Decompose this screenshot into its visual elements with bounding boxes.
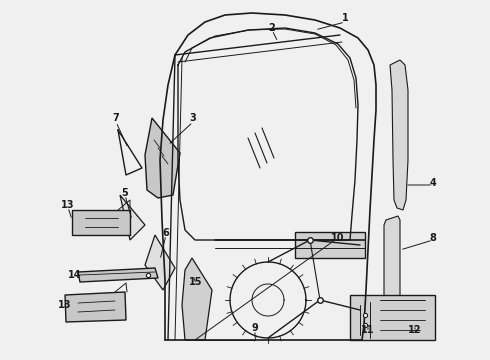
Text: 8: 8 — [430, 233, 437, 243]
Polygon shape — [65, 292, 126, 322]
Text: 12: 12 — [408, 325, 422, 335]
Polygon shape — [72, 210, 130, 235]
Text: 13: 13 — [58, 300, 72, 310]
Text: 3: 3 — [190, 113, 196, 123]
Polygon shape — [120, 195, 145, 240]
Text: 11: 11 — [361, 325, 375, 335]
Text: 4: 4 — [430, 178, 437, 188]
Polygon shape — [78, 268, 158, 282]
Text: 13: 13 — [61, 200, 75, 210]
Text: 5: 5 — [122, 188, 128, 198]
Polygon shape — [350, 295, 435, 340]
Text: 15: 15 — [189, 277, 203, 287]
Polygon shape — [390, 60, 408, 210]
Text: 6: 6 — [163, 228, 170, 238]
Text: 2: 2 — [269, 23, 275, 33]
Polygon shape — [145, 118, 180, 198]
Text: 7: 7 — [113, 113, 120, 123]
Polygon shape — [295, 232, 365, 258]
Polygon shape — [182, 258, 212, 340]
Polygon shape — [384, 216, 400, 300]
Text: 1: 1 — [342, 13, 348, 23]
Text: 10: 10 — [331, 233, 345, 243]
Polygon shape — [145, 235, 175, 290]
Text: 14: 14 — [68, 270, 82, 280]
Text: 9: 9 — [252, 323, 258, 333]
